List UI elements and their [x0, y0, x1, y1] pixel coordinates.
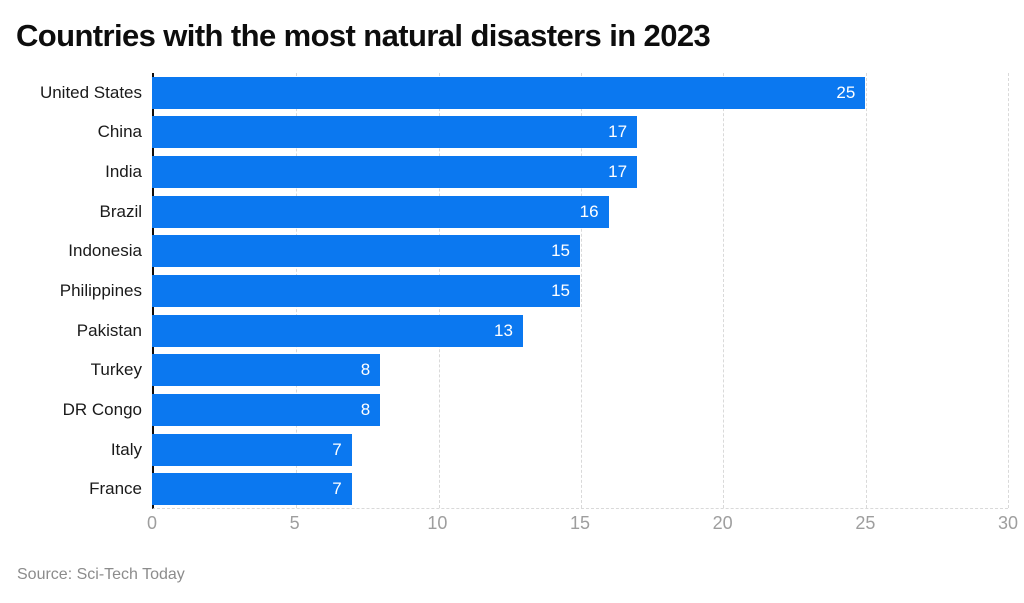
x-tick-label: 0: [146, 513, 158, 533]
value-label: 8: [360, 399, 371, 419]
bar-row: DR Congo 8: [0, 390, 1008, 430]
x-tick-label: 5: [289, 513, 300, 533]
category-label: China: [97, 122, 142, 142]
bar: 8: [152, 393, 381, 426]
bar-track: 15: [152, 274, 1008, 307]
bar: 15: [152, 274, 580, 307]
gridline: [1008, 73, 1009, 508]
value-label: 7: [332, 479, 342, 499]
bar: 16: [152, 195, 609, 228]
category-label: Brazil: [99, 201, 142, 221]
x-tick-label: 20: [712, 513, 733, 533]
bar-row: Italy 7: [0, 430, 1008, 470]
x-tick-label: 15: [569, 513, 591, 533]
x-axis: 0 5 10 15 20 25 30: [147, 509, 1018, 535]
bar-track: 8: [152, 393, 1008, 426]
value-label: 16: [579, 201, 599, 221]
bar-row: Turkey 8: [0, 350, 1008, 390]
bar-track: 7: [152, 473, 1008, 506]
bar-track: 25: [152, 76, 1008, 109]
bar: 8: [152, 354, 381, 387]
category-label: Italy: [110, 439, 142, 459]
category-label: France: [89, 479, 142, 499]
category-label: Indonesia: [68, 241, 142, 261]
chart-title: Countries with the most natural disaster…: [16, 18, 711, 53]
bar-track: 8: [152, 354, 1008, 387]
gridline: [581, 73, 582, 508]
category-label: Turkey: [90, 360, 142, 380]
bar-row: Indonesia 15: [0, 232, 1008, 272]
bar-row: India 17: [0, 152, 1008, 192]
category-label: Pakistan: [76, 320, 142, 340]
bar-row: China 17: [0, 113, 1008, 153]
plot-area: United States 25 China 17 India 17 Brazil 16 Ind…: [0, 73, 1008, 509]
bar: 7: [152, 433, 352, 466]
x-tick-label: 25: [855, 513, 876, 533]
bar: 17: [152, 116, 638, 149]
value-label: 8: [360, 360, 371, 380]
bar: 15: [152, 235, 580, 268]
value-label: 15: [551, 241, 570, 261]
value-label: 13: [494, 320, 513, 340]
bar: 7: [152, 473, 352, 506]
bar-row: Pakistan 13: [0, 311, 1008, 351]
source-note: Source: Sci-Tech Today: [17, 566, 185, 583]
bar-chart: United States 25 China 17 India 17 Brazil 16 Ind…: [0, 73, 1009, 509]
bar-track: 16: [152, 195, 1008, 228]
category-label: United States: [39, 82, 142, 102]
value-label: 17: [608, 122, 628, 142]
bar-track: 15: [152, 235, 1008, 268]
bar-row: Brazil 16: [0, 192, 1008, 232]
bar-track: 13: [152, 314, 1008, 347]
value-label: 25: [836, 82, 856, 102]
category-label: Philippines: [59, 280, 142, 300]
value-label: 7: [332, 439, 342, 459]
category-label: DR Congo: [62, 399, 142, 419]
bar-track: 17: [152, 116, 1008, 149]
x-tick-label: 10: [427, 513, 448, 533]
bar: 13: [152, 314, 523, 347]
gridline: [865, 73, 867, 508]
bar-row: United States 25: [0, 73, 1008, 113]
bar: 25: [152, 76, 866, 109]
gridline: [723, 73, 725, 508]
category-label: India: [105, 162, 142, 182]
bar-track: 7: [152, 433, 1008, 466]
bar-track: 17: [152, 156, 1008, 189]
value-label: 17: [608, 162, 628, 182]
x-tick-label: 30: [997, 513, 1019, 533]
bar-row: Philippines 15: [0, 271, 1008, 311]
bar-row: France 7: [0, 469, 1008, 509]
value-label: 15: [551, 280, 570, 300]
bar: 17: [152, 156, 638, 189]
